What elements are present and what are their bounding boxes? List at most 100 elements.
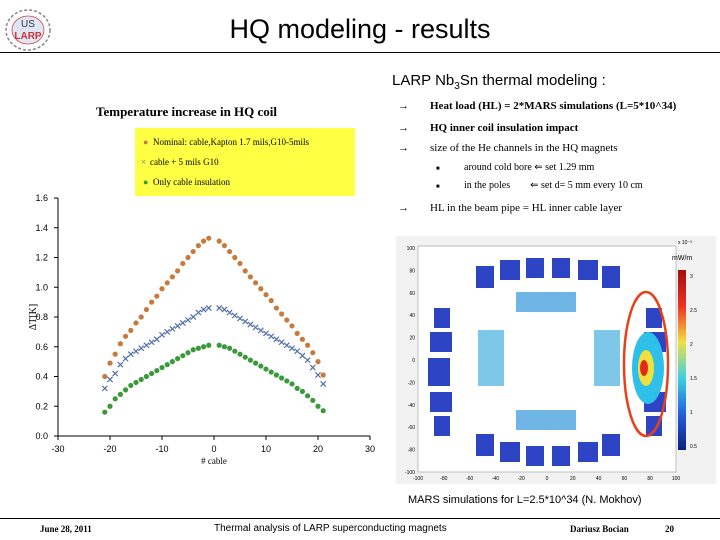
sim-x-tick-label: 40 xyxy=(596,476,602,482)
data-point-series-0 xyxy=(273,305,279,311)
data-point-series-1 xyxy=(101,385,108,392)
legend-label-g10: cable + 5 mils G10 xyxy=(150,157,219,167)
data-point-series-0 xyxy=(268,298,274,304)
bullet-insulation: HQ inner coil insulation impact xyxy=(430,122,579,134)
data-point-series-2 xyxy=(305,393,311,399)
data-point-series-2 xyxy=(206,342,212,348)
x-marker xyxy=(262,330,270,337)
data-point-series-0 xyxy=(263,292,269,298)
x-marker xyxy=(309,364,316,371)
sim-x-tick-label: 100 xyxy=(672,476,681,482)
data-point-series-1 xyxy=(153,336,160,343)
data-point-series-0 xyxy=(221,243,227,249)
data-point-series-2 xyxy=(154,367,160,374)
x-tick-label: 0 xyxy=(211,444,216,454)
data-point-series-1 xyxy=(309,364,316,371)
arrow-icon: → xyxy=(398,100,409,112)
footer-text: Thermal analysis of LARP superconducting… xyxy=(214,523,447,534)
x-marker xyxy=(247,321,254,328)
data-point-series-0 xyxy=(242,268,248,274)
data-point-series-2 xyxy=(227,345,233,351)
x-marker xyxy=(148,339,155,346)
data-point-series-1 xyxy=(221,306,228,313)
data-point-series-0 xyxy=(159,286,165,292)
data-point-series-0 xyxy=(253,280,259,286)
chart-title: Temperature increase in HQ coil xyxy=(96,104,278,119)
data-point-series-1 xyxy=(106,376,114,383)
legend-label-cable-only: Only cable insulation xyxy=(153,177,230,187)
x-marker xyxy=(226,309,233,316)
sim-y-tick-label: -20 xyxy=(408,380,415,386)
subtitle-post: Sn thermal modeling : xyxy=(459,72,606,89)
data-point-series-0 xyxy=(185,254,191,261)
legend-label-nominal: Nominal: cable,Kapton 1.7 mils,G10-5mils xyxy=(153,137,309,147)
data-point-series-1 xyxy=(190,313,197,321)
data-point-series-1 xyxy=(320,380,327,387)
x-marker xyxy=(231,312,238,319)
data-point-series-0 xyxy=(232,254,238,261)
data-point-series-1 xyxy=(314,371,322,379)
data-point-series-0 xyxy=(190,248,196,255)
data-point-series-1 xyxy=(288,345,296,352)
x-axis-label: # cable xyxy=(201,456,227,466)
data-point-series-0 xyxy=(180,260,186,267)
sim-y-tick-label: -100 xyxy=(405,470,415,476)
x-marker xyxy=(278,339,285,346)
x-marker xyxy=(127,351,134,358)
bullet-he-channels: size of the He channels in the HQ magnet… xyxy=(430,142,618,154)
legend-marker-g10: × xyxy=(141,157,147,167)
data-point-series-0 xyxy=(315,359,321,365)
data-point-series-2 xyxy=(107,403,113,409)
sim-x-tick-label: 80 xyxy=(647,476,653,482)
sim-x-tick-label: 60 xyxy=(622,476,628,482)
data-point-series-1 xyxy=(169,325,176,332)
data-point-series-0 xyxy=(143,306,149,313)
sim-y-tick-label: 20 xyxy=(409,336,415,342)
colorbar xyxy=(678,270,686,450)
data-point-series-1 xyxy=(112,370,119,377)
x-marker xyxy=(106,376,114,383)
x-marker xyxy=(153,336,160,343)
sim-y-tick-label: 40 xyxy=(409,313,415,319)
data-point-series-0 xyxy=(216,238,222,244)
page-number: 20 xyxy=(665,524,674,534)
x-marker xyxy=(158,331,166,338)
data-point-series-1 xyxy=(143,342,150,349)
data-point-series-1 xyxy=(195,309,202,316)
data-point-series-2 xyxy=(190,347,196,353)
data-point-series-2 xyxy=(294,385,300,391)
x-marker xyxy=(273,336,280,343)
data-point-series-1 xyxy=(294,348,301,355)
logo-text-us: US xyxy=(21,19,35,30)
x-marker xyxy=(221,306,228,313)
bullet-heat-load: Heat load (HL) = 2*MARS simulations (L=5… xyxy=(430,100,677,112)
data-point-series-0 xyxy=(289,323,295,329)
data-point-series-0 xyxy=(138,314,144,320)
mars-simulation-map: -100 -80 -60 -40 -20 0 20 40 60 80 100 100 80 60 40 20… xyxy=(396,236,716,484)
y-axis-label: ΔT[K] xyxy=(28,304,39,330)
data-point-series-2 xyxy=(258,363,264,369)
data-point-series-2 xyxy=(117,391,123,397)
data-point-series-0 xyxy=(102,373,108,380)
x-marker xyxy=(143,342,150,349)
y-tick-label: 1.6 xyxy=(35,193,48,203)
data-point-series-0 xyxy=(320,372,326,378)
x-marker xyxy=(236,315,244,322)
x-marker xyxy=(314,371,322,379)
simulation-image: -100 -80 -60 -40 -20 0 20 40 60 80 100 10080604020… xyxy=(405,240,697,482)
slide-subtitle: LARP Nb3Sn thermal modeling : xyxy=(392,72,606,92)
x-marker xyxy=(252,324,259,331)
arrow-icon: → xyxy=(398,122,409,134)
x-tick-label: -10 xyxy=(155,444,168,454)
x-marker xyxy=(195,309,202,316)
bullet-cold-bore: around cold bore ⇐ set 1.29 mm xyxy=(464,162,595,173)
data-point-series-0 xyxy=(310,350,316,356)
sim-x-tick-label: -40 xyxy=(492,476,499,482)
sim-x-tick-label: -100 xyxy=(413,476,423,482)
sim-y-tick-label: 100 xyxy=(407,246,416,252)
y-tick-label: 0.2 xyxy=(35,401,48,411)
us-larp-logo: US LARP xyxy=(5,9,51,51)
data-point-series-2 xyxy=(123,387,129,393)
sim-y-tick-label: 0 xyxy=(412,358,415,364)
data-point-series-1 xyxy=(127,351,134,358)
